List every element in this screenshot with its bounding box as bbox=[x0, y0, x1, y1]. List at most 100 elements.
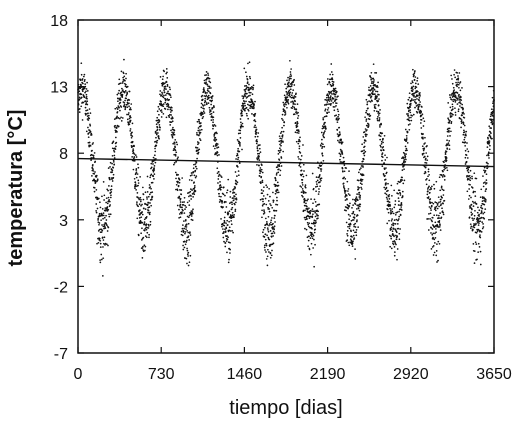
data-point bbox=[448, 130, 450, 132]
data-point bbox=[116, 124, 119, 127]
data-point bbox=[132, 148, 135, 150]
data-point bbox=[86, 103, 89, 106]
data-point bbox=[307, 215, 310, 218]
data-point bbox=[268, 223, 271, 225]
data-point bbox=[135, 171, 138, 174]
data-point bbox=[274, 209, 276, 212]
data-point bbox=[162, 112, 165, 115]
data-point bbox=[256, 147, 259, 150]
data-point bbox=[254, 135, 257, 138]
data-point bbox=[87, 136, 90, 139]
data-point bbox=[271, 226, 274, 228]
data-point bbox=[225, 240, 228, 242]
data-point bbox=[217, 146, 220, 149]
data-point bbox=[393, 254, 396, 257]
data-point bbox=[181, 211, 183, 213]
data-point bbox=[342, 170, 344, 173]
data-point bbox=[102, 214, 105, 217]
data-point bbox=[316, 179, 319, 182]
data-point bbox=[420, 119, 423, 121]
data-point bbox=[102, 239, 105, 241]
data-point bbox=[469, 169, 472, 172]
data-point bbox=[115, 141, 118, 144]
data-point bbox=[404, 145, 407, 148]
data-point bbox=[192, 171, 195, 174]
data-point bbox=[130, 136, 133, 139]
data-point bbox=[166, 77, 169, 79]
data-point bbox=[99, 206, 102, 209]
data-point bbox=[263, 186, 265, 189]
data-point bbox=[277, 153, 280, 155]
data-point bbox=[183, 212, 186, 214]
data-point bbox=[355, 229, 358, 231]
data-point bbox=[261, 192, 264, 195]
data-point bbox=[489, 115, 492, 118]
data-point bbox=[85, 93, 88, 96]
data-point bbox=[253, 104, 256, 106]
data-point bbox=[335, 102, 338, 105]
data-point bbox=[416, 104, 419, 106]
data-point bbox=[251, 107, 254, 110]
data-point bbox=[151, 195, 154, 198]
data-point bbox=[131, 122, 134, 125]
data-point bbox=[338, 131, 341, 133]
data-point bbox=[462, 111, 465, 114]
data-point bbox=[409, 109, 411, 111]
data-point bbox=[127, 113, 130, 116]
data-point bbox=[140, 216, 143, 219]
data-point bbox=[178, 195, 181, 198]
data-point bbox=[188, 214, 191, 217]
data-point bbox=[152, 156, 155, 159]
data-point bbox=[260, 168, 263, 171]
y-tick-label: -7 bbox=[54, 346, 68, 363]
data-point bbox=[244, 104, 246, 107]
data-point bbox=[210, 87, 212, 89]
data-point bbox=[191, 179, 193, 182]
data-point bbox=[313, 238, 315, 241]
data-point bbox=[381, 156, 384, 158]
data-point bbox=[385, 186, 388, 189]
data-point bbox=[99, 242, 102, 245]
data-point bbox=[310, 222, 313, 225]
data-point bbox=[351, 242, 354, 244]
data-point bbox=[324, 108, 327, 111]
data-point bbox=[386, 222, 389, 225]
data-point bbox=[148, 184, 151, 186]
data-point bbox=[192, 208, 194, 211]
data-point bbox=[397, 197, 400, 199]
data-point bbox=[382, 137, 384, 140]
data-point bbox=[163, 89, 165, 91]
data-point bbox=[227, 236, 229, 239]
data-point bbox=[177, 184, 180, 187]
data-point bbox=[347, 225, 349, 228]
data-point bbox=[143, 244, 146, 247]
data-point bbox=[175, 151, 178, 154]
data-point bbox=[91, 164, 94, 166]
data-point bbox=[212, 125, 215, 128]
data-point bbox=[217, 178, 220, 180]
data-point bbox=[447, 142, 450, 144]
data-point bbox=[248, 91, 251, 94]
data-point bbox=[266, 227, 269, 229]
data-point bbox=[424, 142, 426, 144]
data-point bbox=[186, 247, 188, 250]
data-point bbox=[155, 133, 158, 136]
data-point bbox=[434, 207, 437, 210]
data-point bbox=[162, 105, 165, 108]
data-point bbox=[193, 185, 196, 187]
data-point bbox=[89, 144, 92, 147]
data-point bbox=[477, 242, 480, 245]
data-point bbox=[196, 146, 199, 149]
data-point bbox=[377, 112, 380, 114]
data-point bbox=[364, 128, 367, 130]
data-point bbox=[373, 105, 376, 108]
data-point bbox=[317, 193, 320, 195]
data-point bbox=[263, 244, 266, 247]
data-point bbox=[304, 209, 306, 212]
data-point bbox=[88, 108, 91, 110]
data-point bbox=[325, 127, 327, 130]
data-point bbox=[328, 81, 331, 84]
data-point bbox=[457, 77, 460, 80]
data-point bbox=[398, 215, 401, 218]
data-point bbox=[488, 141, 491, 144]
